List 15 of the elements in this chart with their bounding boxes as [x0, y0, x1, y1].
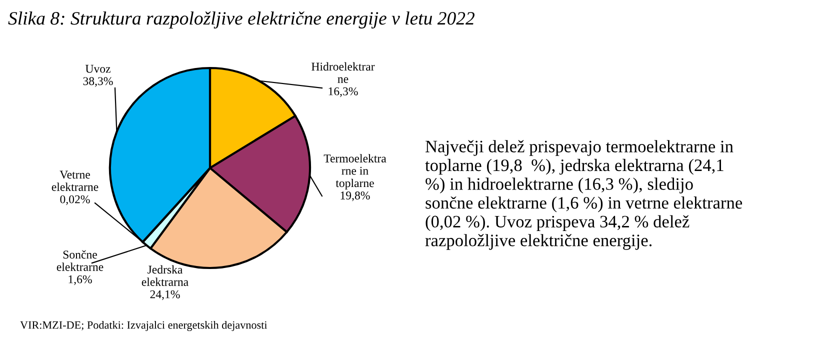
text: VIR:MZI-DE; Podatki: Izvajalci energetskih dejavnosti — [20, 320, 268, 332]
slice-label: Jedrska elektrarna — [142, 265, 188, 286]
data-label: 38,3% — [83, 77, 113, 87]
data-label: 19,8% — [340, 192, 370, 202]
slice-label: Uvoz — [85, 64, 110, 73]
data-label: 16,3% — [328, 87, 358, 97]
slice-label: Sončne elektrarne — [56, 250, 104, 271]
data-label: 0,02% — [60, 195, 90, 205]
slice-label: Termoelektra rne in toplarne — [324, 154, 386, 190]
slice-label: Hidroelektrar ne — [312, 62, 375, 83]
data-label: 24,1% — [150, 290, 180, 300]
text: Največji delež prispevajo termoelektrarne in toplarne (19,8 %), jedrska elektrarna (24,1 %) in hidroelektrarne (16,3 %), sledijo sončne elektrarne (1,6 %) in vetrne elektrarne (0,02 %). Uvoz prispeva 34,2 % delež razpoložljive električne energije. — [425, 140, 742, 250]
chart-title: Slika 8: Struktura razpoložljive električne energije v letu 2022 — [8, 11, 474, 29]
data-label: 1,6% — [68, 275, 92, 285]
slice-label: Vetrne elektrarne — [52, 170, 98, 191]
